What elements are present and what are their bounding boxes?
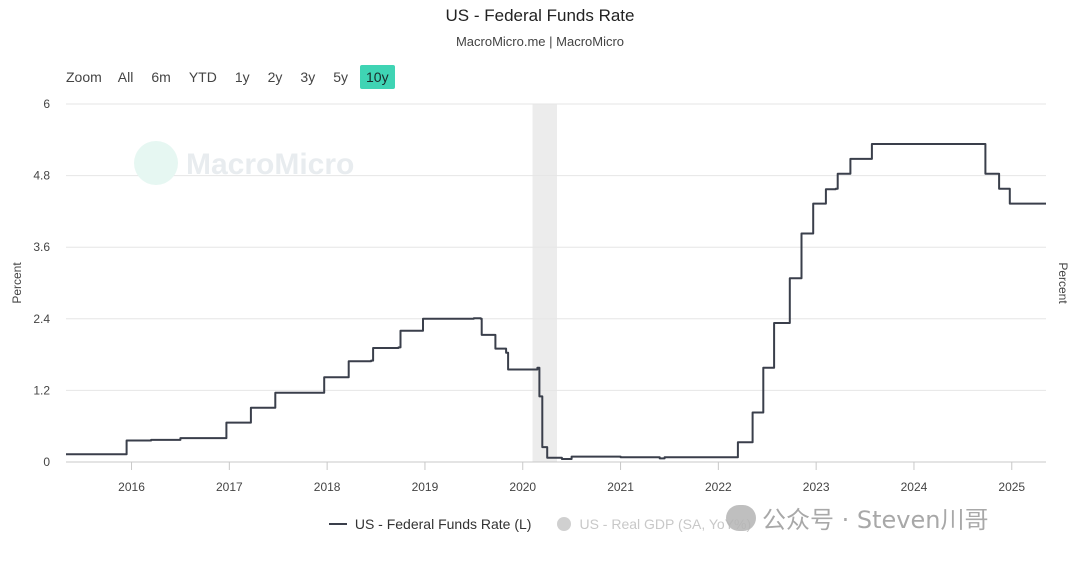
legend-item-fed-funds[interactable]: US - Federal Funds Rate (L) bbox=[328, 516, 532, 532]
y-tick-label: 4.8 bbox=[33, 169, 50, 183]
zoom-3y-button[interactable]: 3y bbox=[294, 65, 321, 89]
y-tick-label: 0 bbox=[43, 455, 50, 469]
wechat-icon bbox=[726, 504, 756, 531]
legend-label-fed-funds: US - Federal Funds Rate (L) bbox=[354, 516, 532, 532]
y-tick-label: 2.4 bbox=[33, 312, 50, 326]
watermark-logo-text: MacroMicro bbox=[186, 148, 354, 181]
zoom-1y-button[interactable]: 1y bbox=[229, 65, 256, 89]
x-tick-label: 2023 bbox=[803, 480, 830, 494]
zoom-label: Zoom bbox=[66, 69, 102, 85]
x-tick-label: 2021 bbox=[607, 480, 634, 494]
zoom-6m-button[interactable]: 6m bbox=[145, 65, 176, 89]
chart-subtitle: MacroMicro.me | MacroMicro bbox=[455, 34, 625, 49]
zoom-2y-button[interactable]: 2y bbox=[262, 65, 289, 89]
wechat-watermark: 公众号 · Steven川哥 bbox=[726, 500, 988, 535]
grid-lines bbox=[66, 103, 1046, 391]
chart-legend: US - Federal Funds Rate (L) US - Real GD… bbox=[0, 516, 1080, 532]
y-axis-label-right: Percent bbox=[1056, 262, 1070, 304]
x-tick-label: 2022 bbox=[705, 480, 732, 494]
legend-label-real-gdp: US - Real GDP (SA, YoY%) bbox=[579, 516, 752, 532]
zoom-ytd-button[interactable]: YTD bbox=[183, 65, 223, 89]
x-tick-label: 2024 bbox=[901, 480, 928, 494]
x-tick-label: 2017 bbox=[216, 480, 243, 494]
y-axis-ticks: 0 1.2 2.4 3.6 4.8 6 bbox=[33, 97, 50, 469]
x-tick-label: 2016 bbox=[118, 480, 145, 494]
wechat-watermark-text: 公众号 · Steven川哥 bbox=[762, 506, 989, 534]
y-tick-label: 6 bbox=[43, 97, 50, 111]
legend-item-real-gdp[interactable]: US - Real GDP (SA, YoY%) bbox=[557, 516, 751, 532]
zoom-10y-button[interactable]: 10y bbox=[360, 65, 395, 89]
zoom-toolbar: Zoom All 6m YTD 1y 2y 3y 5y 10y bbox=[64, 64, 401, 90]
macromicro-watermark: MacroMicro bbox=[134, 141, 354, 185]
watermark-logo-icon bbox=[134, 141, 178, 185]
x-tick-label: 2018 bbox=[314, 480, 341, 494]
x-tick-label: 2020 bbox=[509, 480, 536, 494]
x-axis-ticks: 2016 2017 2018 2019 2020 2021 2022 2023 2024 2025 bbox=[118, 462, 1025, 494]
y-axis-label-left: Percent bbox=[10, 262, 24, 304]
y-tick-label: 3.6 bbox=[33, 240, 50, 254]
chart-title: US - Federal Funds Rate bbox=[445, 6, 635, 25]
series-layer bbox=[66, 143, 1046, 460]
zoom-5y-button[interactable]: 5y bbox=[327, 65, 354, 89]
legend-dot-icon bbox=[557, 517, 572, 531]
y-tick-label: 1.2 bbox=[33, 383, 50, 397]
recession-band bbox=[532, 104, 557, 462]
legend-line-icon bbox=[328, 523, 347, 525]
series-line-fed-funds-rate[interactable] bbox=[66, 143, 1046, 460]
x-tick-label: 2019 bbox=[412, 480, 439, 494]
zoom-all-button[interactable]: All bbox=[112, 65, 140, 89]
x-tick-label: 2025 bbox=[998, 480, 1025, 494]
